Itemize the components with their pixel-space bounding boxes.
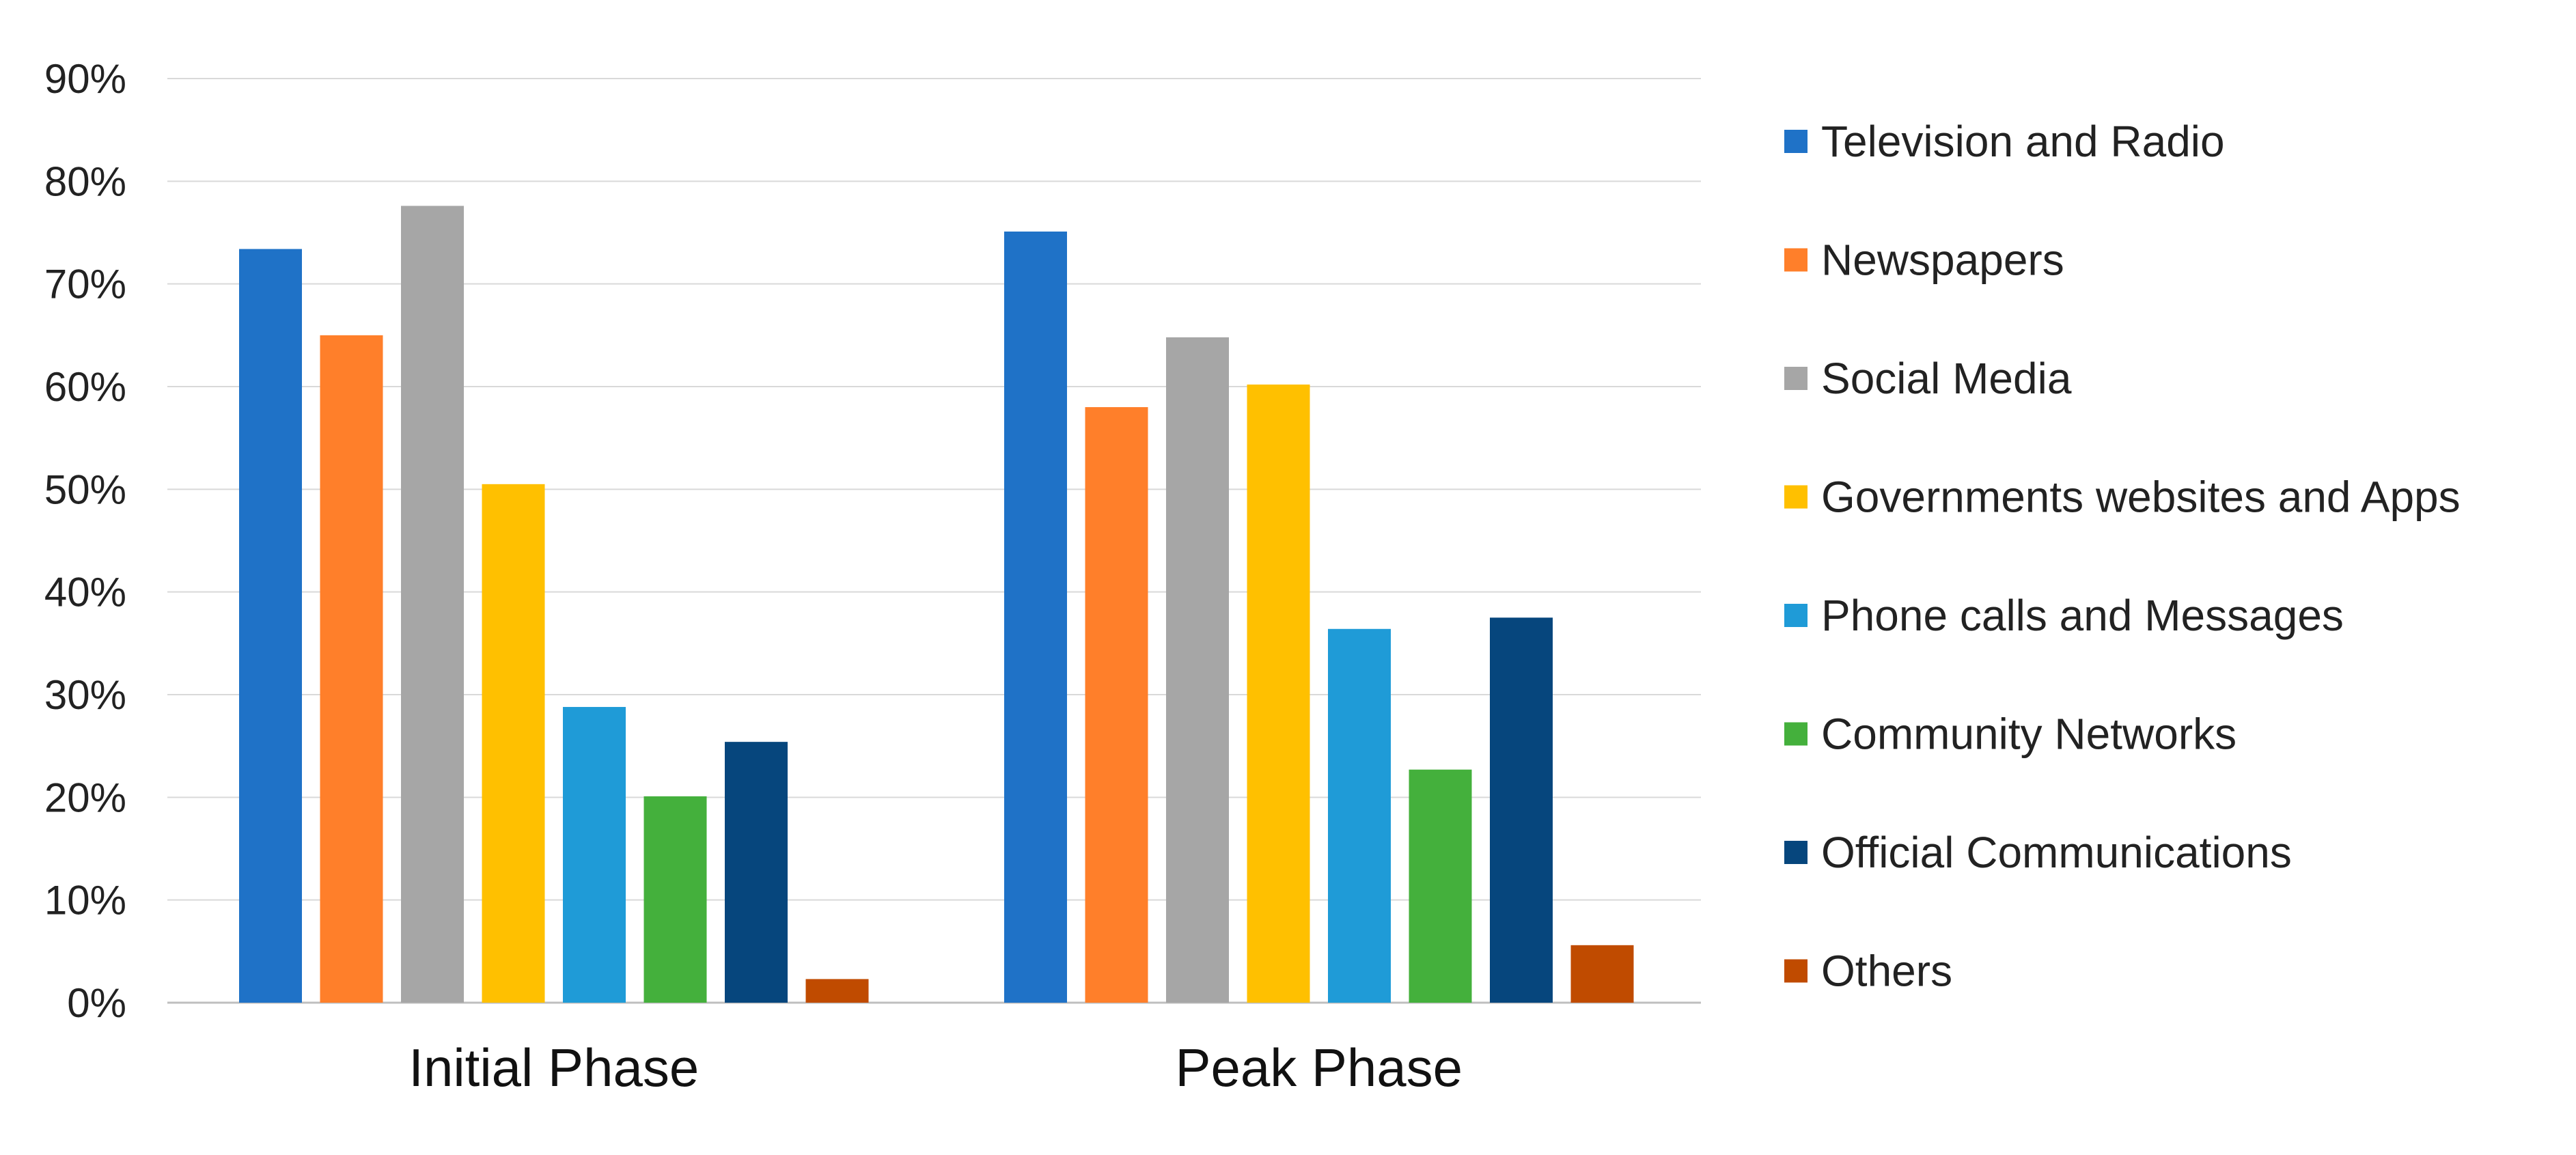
bar [239,249,302,1003]
x-category-label: Initial Phase [408,1038,699,1098]
legend-label: Television and Radio [1821,117,2225,166]
legend-label: Phone calls and Messages [1821,591,2344,640]
legend-label: Governments websites and Apps [1821,473,2461,522]
bar [1085,407,1148,1003]
legend-label: Official Communications [1821,828,2292,877]
bar [1570,945,1634,1003]
bars [239,206,1634,1003]
legend-label: Others [1821,947,1952,996]
legend-swatch [1784,485,1808,509]
bar [1004,231,1067,1003]
x-axis: Initial Phase Peak Phase [408,1038,1463,1098]
legend-swatch [1784,130,1808,153]
legend-label: Community Networks [1821,710,2236,759]
bar [401,206,464,1003]
legend-item[interactable]: Governments websites and Apps [1784,473,2461,522]
bar [1328,628,1391,1003]
y-tick-label: 20% [44,775,126,820]
legend-item[interactable]: Newspapers [1784,236,2064,285]
bar [1166,337,1229,1003]
legend-swatch [1784,959,1808,983]
bar [1247,384,1310,1003]
bar [563,707,626,1003]
y-axis-ticks: 0% 10% 20% 30% 40% 50% 60% 70% 80% 90% [44,56,126,1026]
legend-item[interactable]: Television and Radio [1784,117,2225,166]
bar [1490,617,1553,1003]
y-tick-label: 50% [44,467,126,512]
bar [482,484,545,1003]
legend-swatch [1784,367,1808,390]
y-tick-label: 30% [44,672,126,718]
x-category-label: Peak Phase [1175,1038,1463,1098]
legend[interactable]: Television and Radio Newspapers Social Med… [1784,117,2461,996]
legend-item[interactable]: Community Networks [1784,710,2236,759]
legend-swatch [1784,604,1808,627]
bar [805,979,869,1003]
y-tick-label: 80% [44,158,126,204]
legend-swatch [1784,841,1808,864]
y-tick-label: 10% [44,878,126,923]
legend-swatch [1784,722,1808,746]
legend-item[interactable]: Official Communications [1784,828,2292,877]
legend-swatch [1784,248,1808,272]
y-tick-label: 70% [44,262,126,307]
y-tick-label: 90% [44,56,126,102]
bar [1409,769,1472,1003]
legend-item[interactable]: Social Media [1784,354,2072,403]
bar [725,742,788,1003]
bar [643,796,707,1003]
legend-label: Newspapers [1821,236,2064,285]
y-tick-label: 40% [44,570,126,615]
y-tick-label: 0% [67,980,126,1026]
legend-item[interactable]: Others [1784,947,1952,996]
bar [320,335,383,1003]
legend-label: Social Media [1821,354,2072,403]
y-tick-label: 60% [44,364,126,410]
legend-item[interactable]: Phone calls and Messages [1784,591,2344,640]
